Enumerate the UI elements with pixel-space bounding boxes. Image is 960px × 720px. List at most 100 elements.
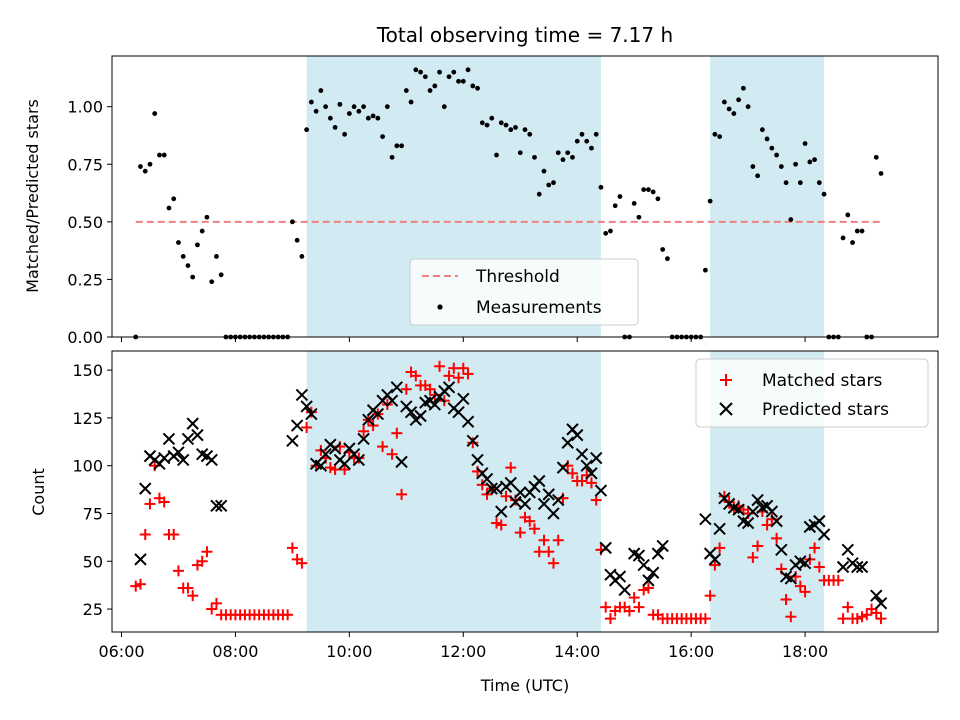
top-observing-window-2 [710,56,825,337]
matched-star-point [709,559,721,571]
predicted-star-point [314,459,328,472]
x-tick-label: 16:00 [668,642,714,661]
measurement-point [845,212,851,218]
predicted-star-point [371,407,385,421]
predicted-star-point [599,541,612,555]
measurement-point [418,69,423,75]
matched-legend-swatch [720,374,732,386]
measurement-point [527,131,533,137]
predicted-star-point [632,549,646,562]
matched-star-point [324,462,336,474]
measurement-point [755,173,761,179]
predicted-star-point [651,547,665,560]
measurement-point [475,85,480,91]
measurement-point [712,131,718,137]
x-axis-label: Time (UTC) [480,676,569,695]
measurement-point [641,187,647,192]
matched-star-point [491,517,503,529]
matched-star-point [543,546,555,558]
top-y-tick-label: 1.00 [67,98,103,117]
measurement-point [161,152,167,158]
predicted-star-point [295,388,309,402]
matched-star-point [467,437,479,449]
matched-star-point [752,540,764,552]
predicted-star-point [580,459,593,472]
predicted-star-point [480,472,494,486]
predicted-star-point [191,428,204,442]
predicted-star-point [457,392,470,405]
predicted-star-point [817,528,831,541]
matched-star-point [386,448,398,460]
measurement-point [603,230,609,236]
measurement-point [655,196,661,202]
bottom-y-tick-label: 50 [83,552,103,571]
predicted-star-point [537,497,551,511]
measurement-point [403,88,409,93]
matched-star-point [396,488,408,500]
predicted-star-point [139,482,152,495]
top-legend: Threshold Measurements [409,258,639,326]
matched-star-point [187,590,199,602]
measurement-point [361,104,366,110]
measurement-point [731,111,737,116]
predicted-star-point [490,482,503,495]
predicted-star-point [509,495,522,509]
matched-star-point [182,582,194,594]
measurement-point [517,150,523,156]
predicted-star-point [552,493,565,507]
matched-star-point [358,425,370,437]
matched-star-point [566,467,578,479]
measurement-point [736,97,742,103]
predicted-star-point [172,446,185,459]
measurement-point [750,164,756,169]
measurement-point [365,115,371,121]
measurement-point [427,88,433,93]
matched-star-point [524,515,536,527]
predicted-star-point [176,453,190,467]
predicted-star-point [404,405,418,419]
matched-star-point [714,542,726,554]
measurement-point [171,196,177,202]
x-tick-label: 08:00 [212,642,258,661]
predicted-star-point [784,572,798,585]
predicted-star-point [466,434,479,448]
measurement-point [702,267,708,273]
matched-star-point [813,561,825,573]
measurement-point [589,145,594,151]
matched-star-point [642,582,654,594]
bottom-x-axis-ticks: 06:00 08:00 10:00 12:00 14:00 16:00 18:00 [98,632,828,661]
predicted-star-point [870,589,883,602]
predicted-star-point [556,461,570,474]
measurement-point [608,228,613,234]
measurement-point [389,154,395,160]
measurement-point [759,127,765,133]
x-tick-label: 12:00 [440,642,486,661]
matched-star-point [623,605,635,617]
predicted-star-point [589,451,603,465]
matched-star-point [139,529,151,541]
predicted-star-point [328,442,342,455]
measurement-point [555,150,561,156]
bottom-y-axis-ticks: 25 50 75 100 125 150 [72,361,112,619]
matched-star-point [837,613,849,625]
predicted-star-point [495,505,508,518]
matched-star-point [799,586,811,598]
predicted-star-point [533,474,546,488]
matched-star-point [172,565,184,577]
measurement-point [327,115,333,121]
measurement-point [536,191,542,197]
matched-star-point [424,383,436,395]
measurement-point [570,154,575,160]
predicted-star-point [390,381,404,394]
matched-star-point [130,580,142,592]
top-y-tick-label: 0.50 [67,213,103,232]
measurement-point [166,205,172,211]
measurement-point [456,78,461,84]
count-panel: 25 50 75 100 125 150 06:00 08:00 10:00 12:00 14:0… [29,350,939,695]
matched-star-point [851,613,863,625]
matched-star-point [794,580,806,592]
measurement-point [323,104,329,110]
predicted-star-point [214,499,228,513]
bottom-legend-box [695,358,929,428]
